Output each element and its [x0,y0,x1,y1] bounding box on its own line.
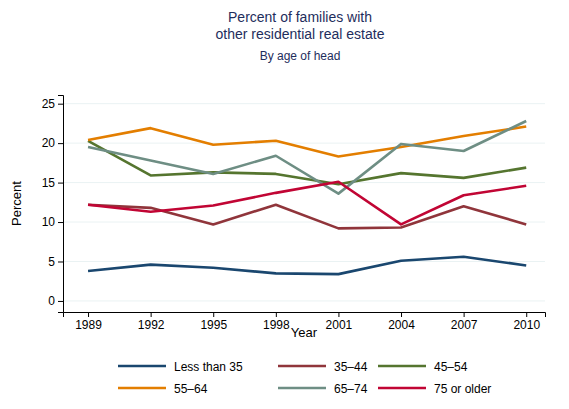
series-line [88,127,526,157]
grid-line [63,103,545,104]
x-tick-label: 1989 [75,318,102,332]
x-tick: 1992 [138,312,165,332]
y-tick-mark [58,261,63,262]
x-tick-label: 1995 [200,318,227,332]
subtitle: By age of head [260,49,341,63]
y-tick-mark [58,222,63,223]
x-tick-label: 2004 [388,318,415,332]
y-tick-label: 5 [48,255,55,269]
legend-swatch [118,365,166,368]
y-tick-label: 25 [42,97,56,111]
legend-label: Less than 35 [174,360,243,374]
y-tick: 20 [42,136,63,150]
x-tick: 1995 [200,312,227,332]
x-tick-label: 2007 [451,318,478,332]
legend-swatch [278,387,326,390]
x-tick-mark [88,312,89,317]
legend-label: 75 or older [434,382,491,396]
x-tick-label: 2010 [513,318,540,332]
legend-label: 55–64 [174,382,208,396]
grid [63,104,545,301]
y-axis-line [58,96,64,313]
y-tick-label: 10 [42,215,56,229]
x-tick-label: 1992 [138,318,165,332]
x-tick-mark [526,312,527,317]
x-tick-mark [276,312,277,317]
y-tick-label: 0 [48,294,55,308]
legend-swatch [278,365,326,368]
lines [88,121,526,274]
x-tick: 1989 [75,312,102,332]
y-tick-label: 15 [42,176,56,190]
legend-swatch [378,387,426,390]
y-tick-label: 20 [42,136,56,150]
x-tick-mark [401,312,402,317]
legend-label: 35–44 [334,360,368,374]
title: Percent of families withother residentia… [216,9,385,42]
x-tick-mark [464,312,465,317]
grid-line [63,222,545,223]
x-tick: 2004 [388,312,415,332]
y-tick: 10 [42,215,63,229]
legend: Less than 35 35–44 45–54 55–64 65–74 75 or ol… [118,360,491,396]
legend-label: 45–54 [434,360,468,374]
y-tick: 25 [42,97,63,111]
series-line [88,182,526,225]
x-tick-mark [338,312,339,317]
grid-line [63,300,545,301]
y-tick: 15 [42,176,63,190]
x-tick: 2001 [326,312,353,332]
series-line [88,257,526,274]
x-tick: 2007 [451,312,478,332]
y-tick-mark [58,183,63,184]
series-line [88,121,526,194]
series-line [88,205,526,229]
y-tick-mark [58,104,63,105]
x-tick: 1998 [263,312,290,332]
y-axis-title: Percent [9,181,24,226]
legend-swatch [118,387,166,390]
legend-swatch [378,365,426,368]
grid-line [63,182,545,183]
x-tick: 2010 [513,312,540,332]
grid-line [63,261,545,262]
y-tick-mark [58,301,63,302]
x-tick-label: 1998 [263,318,290,332]
x-tick-label: 2001 [326,318,353,332]
x-tick-mark [213,312,214,317]
legend-label: 65–74 [334,382,368,396]
y-tick-mark [58,143,63,144]
chart: Percent of families withother residentia… [0,0,569,409]
y-tick: 0 [48,294,63,308]
x-axis-line [64,313,546,318]
y-axis: 0 5 10 15 20 25 [42,96,64,313]
x-axis-title: Year [291,325,318,340]
grid-line [63,143,545,144]
y-tick: 5 [48,255,63,269]
x-tick-mark [151,312,152,317]
